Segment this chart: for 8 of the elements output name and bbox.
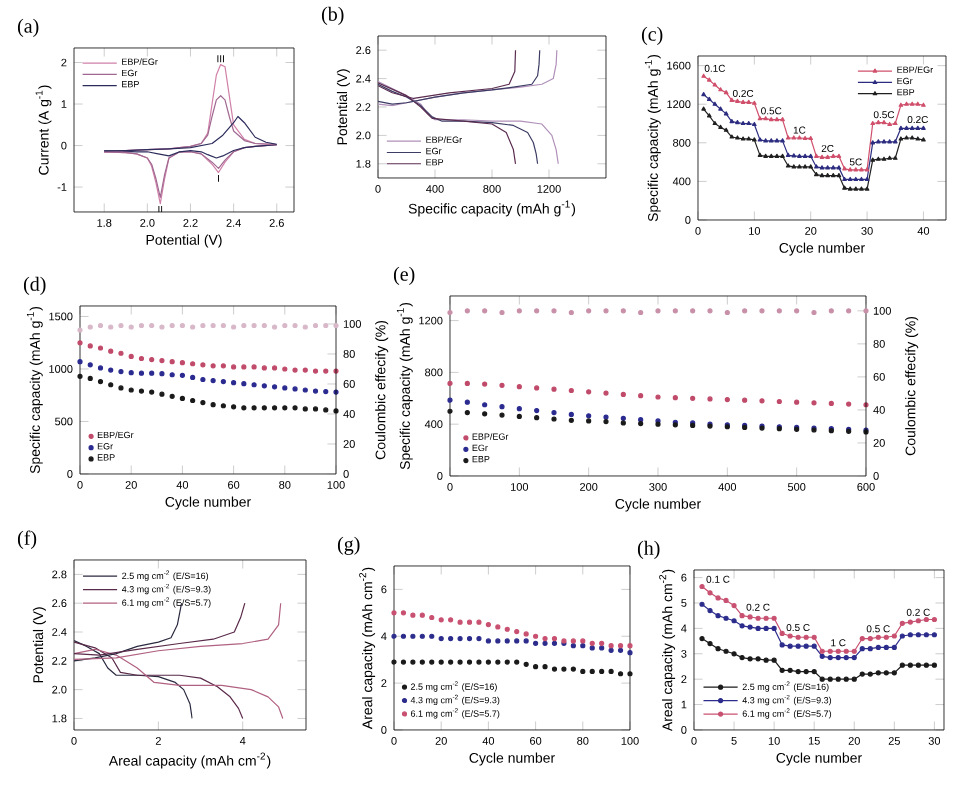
chart-title: (g) (337, 536, 360, 555)
chart-title: (b) (321, 6, 344, 25)
chart-title: (e) (393, 266, 415, 285)
chart-title: (d) (23, 276, 46, 295)
chart-title: (f) (17, 530, 37, 549)
chart-title: (c) (641, 26, 663, 45)
chart-title: (a) (17, 18, 39, 37)
chart-title: (h) (637, 540, 660, 559)
